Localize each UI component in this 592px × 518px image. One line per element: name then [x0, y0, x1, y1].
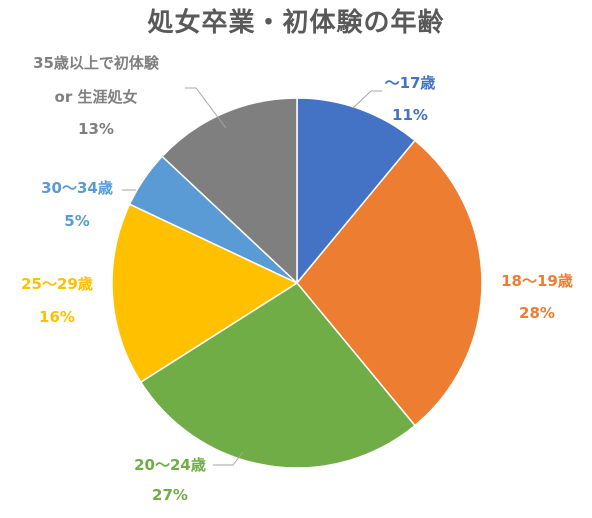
slice-label-6-line-1: 35歳以上で初体験	[33, 54, 160, 72]
pie-slice-1	[296, 97, 416, 284]
slice-percent-1: 11%	[392, 106, 428, 124]
slice-percent-5: 5%	[64, 212, 89, 230]
pie-slice-2	[296, 139, 483, 427]
pie-slice-6	[161, 97, 298, 284]
leader-line-1	[352, 90, 382, 109]
slice-label-5: 30～34歳	[41, 179, 113, 197]
slice-percent-3: 27%	[152, 486, 188, 504]
slice-label-4: 25～29歳	[21, 275, 93, 293]
slice-label-1: ～17歳	[385, 74, 436, 92]
pie-slices	[111, 97, 483, 469]
slice-percent-2: 28%	[519, 304, 555, 322]
slice-label-2: 18～19歳	[501, 272, 573, 290]
slice-percent-4: 16%	[39, 308, 75, 326]
data-labels: ～17歳 11% 18～19歳 28% 20～24歳 27% 25～29歳 16% 30～34歳…	[21, 54, 573, 504]
chart-title: 処女卒業・初体験の年齢	[147, 8, 445, 38]
leader-line-6	[185, 87, 227, 129]
leader-line-3	[213, 451, 244, 466]
slice-label-6-line-2: or 生涯処女	[55, 88, 138, 106]
slice-label-3: 20～24歳	[134, 456, 206, 474]
pie-slice-4	[111, 203, 298, 383]
pie-slice-3	[140, 282, 416, 469]
slice-percent-6: 13%	[78, 120, 114, 138]
leader-lines	[122, 87, 382, 466]
